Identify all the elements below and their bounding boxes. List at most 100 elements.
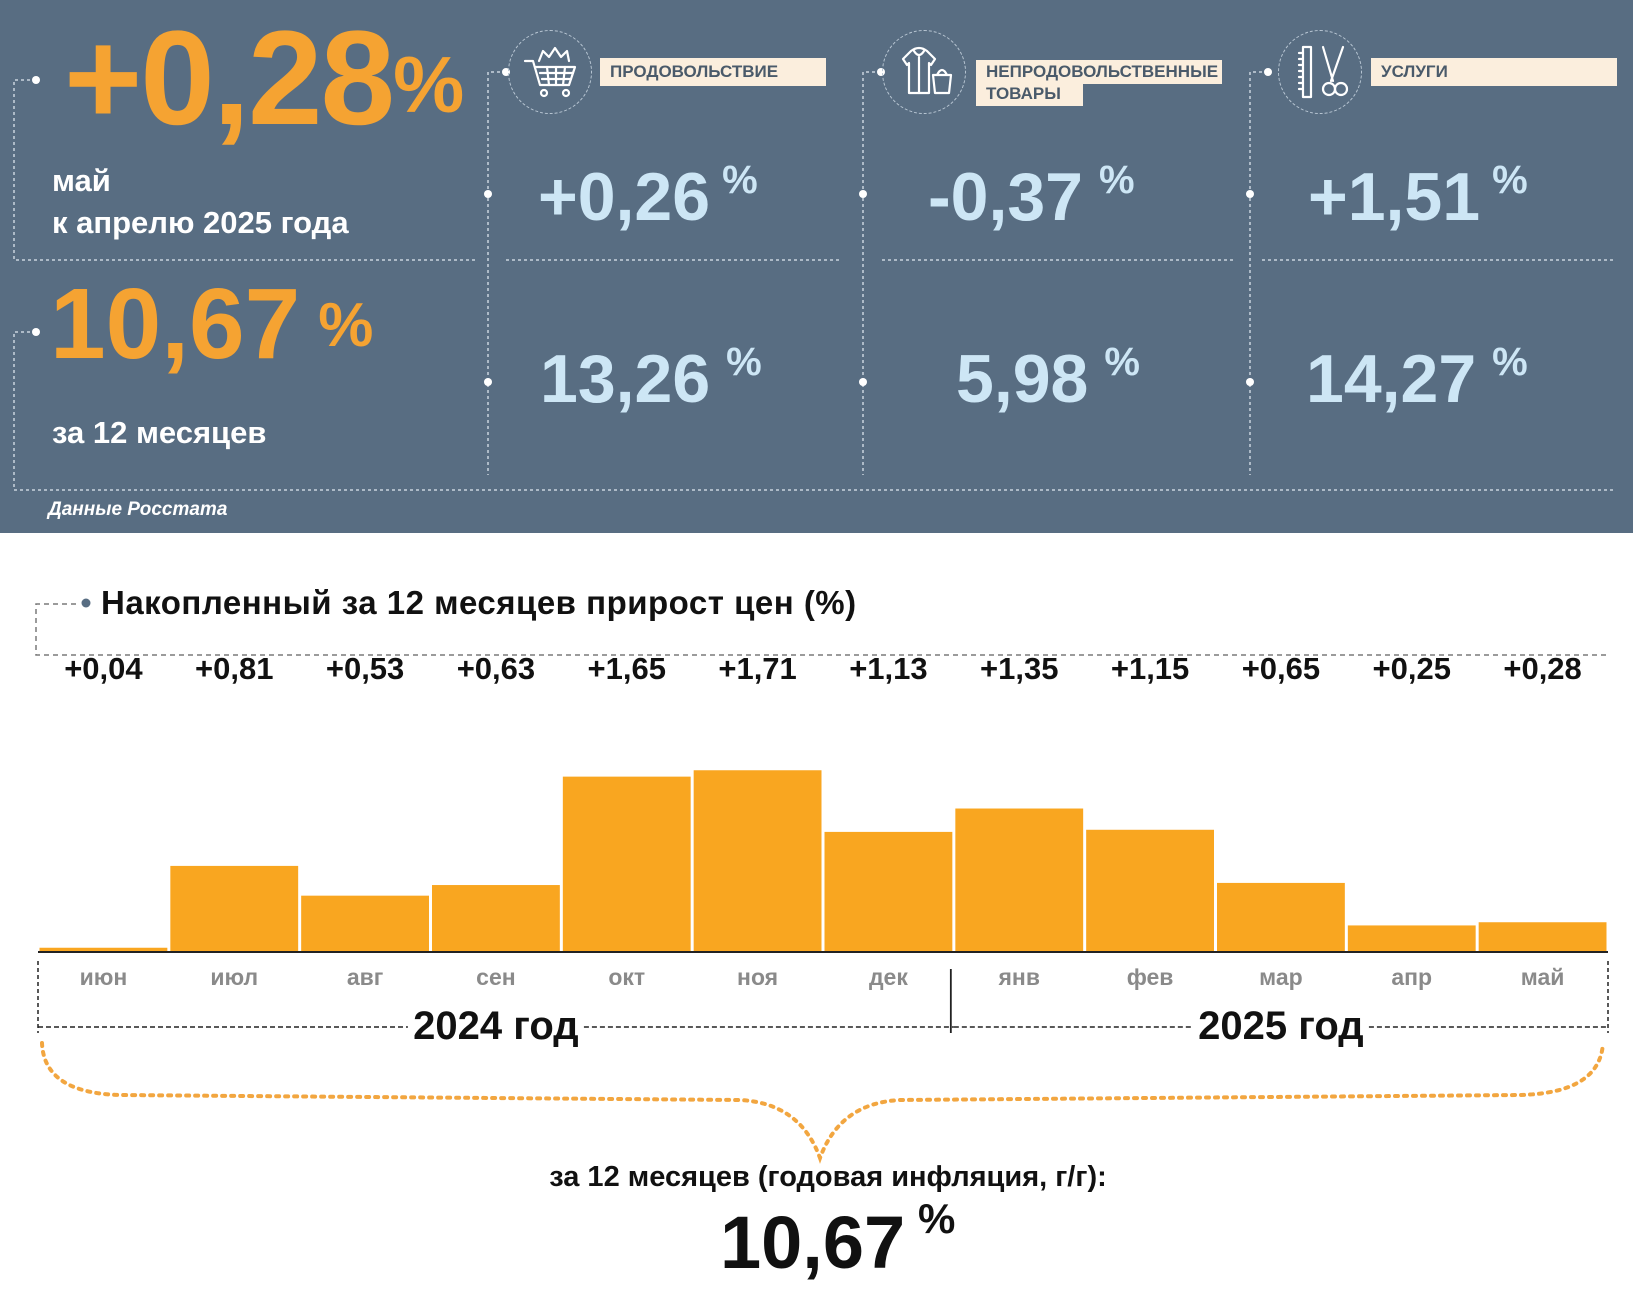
- bullet-dot: [859, 378, 867, 386]
- year-groups-layer: 2024 год 2025 год: [37, 961, 1609, 1048]
- summary-panel: +0,28% май к апрелю 2025 года 10,67% за …: [0, 0, 1633, 533]
- shopping-cart-icon: [523, 46, 577, 98]
- month-label: ноя: [737, 964, 778, 990]
- bullet-dot: [859, 190, 867, 198]
- monthly-caption-line2: к апрелю 2025 года: [52, 205, 349, 240]
- month-labels-layer: июн июл авг сен окт ноя дек янв фев мар апр май: [80, 964, 1565, 990]
- value-label: +1,15: [1111, 651, 1189, 686]
- month-label: мар: [1259, 964, 1303, 990]
- bullet-dot: [1246, 190, 1254, 198]
- nonfood-icon-circle: [882, 30, 966, 114]
- summary-value: 10,67: [720, 1201, 905, 1284]
- services-yearly-number: 14,27: [1306, 341, 1477, 417]
- yearly-caption: за 12 месяцев: [52, 415, 267, 450]
- nonfood-category-label: НЕПРОДОВОЛЬСТВЕННЫЕ ТОВАРЫ: [976, 58, 1226, 108]
- bullet-dot: [1246, 378, 1254, 386]
- services-monthly-unit: %: [1492, 158, 1528, 202]
- year-group-label: 2025 год: [1198, 1004, 1364, 1048]
- value-label: +1,71: [718, 651, 796, 686]
- yearly-value-number: 10,67: [50, 268, 301, 380]
- bullet-dot: [32, 328, 40, 336]
- food-monthly-number: +0,26: [538, 159, 711, 235]
- month-label: авг: [347, 964, 384, 990]
- bar-май: [1478, 922, 1607, 952]
- chart-title-dot: [81, 598, 91, 608]
- chart-title-connector: [35, 603, 1608, 656]
- services-monthly-value: +1,51%: [1308, 158, 1528, 236]
- source-note: Данные Росстата: [48, 499, 228, 520]
- services-monthly-number: +1,51: [1308, 159, 1481, 235]
- year-group-label: 2024 год: [413, 1004, 579, 1048]
- monthly-inflation-chart: Накопленный за 12 месяцев прирост цен (%…: [0, 533, 1633, 1285]
- month-label: май: [1521, 964, 1565, 990]
- month-label: окт: [608, 964, 645, 990]
- food-category-label: ПРОДОВОЛЬСТВИЕ: [600, 58, 826, 86]
- month-label: фев: [1127, 964, 1174, 990]
- summary-unit: %: [918, 1195, 955, 1242]
- monthly-inflation-value: +0,28%: [64, 12, 464, 146]
- bar-дек: [824, 831, 953, 952]
- nonfood-yearly-value: 5,98%: [956, 340, 1140, 418]
- value-label: +0,25: [1373, 651, 1451, 686]
- panel-connector-lines: [13, 71, 1615, 491]
- bar-июн: [39, 947, 168, 952]
- bullet-dot: [502, 68, 510, 76]
- food-icon-circle: [508, 30, 592, 114]
- bar-фев: [1086, 829, 1214, 952]
- month-label: июл: [210, 964, 258, 990]
- bar-июл: [170, 865, 299, 952]
- bullet-dot: [484, 378, 492, 386]
- nonfood-yearly-number: 5,98: [956, 341, 1089, 417]
- bar-апр: [1347, 925, 1476, 952]
- value-label: +0,28: [1503, 651, 1581, 686]
- nonfood-monthly-number: -0,37: [928, 159, 1083, 235]
- bar-ноя: [693, 770, 822, 952]
- yearly-value-unit: %: [318, 291, 374, 360]
- clothes-bag-icon: [901, 46, 953, 95]
- month-label: сен: [476, 964, 515, 990]
- services-yearly-unit: %: [1492, 340, 1528, 384]
- bullet-dot: [484, 190, 492, 198]
- nonfood-monthly-value: -0,37%: [928, 158, 1135, 236]
- nonfood-yearly-unit: %: [1104, 340, 1140, 384]
- month-label: июн: [80, 964, 128, 990]
- food-yearly-number: 13,26: [540, 341, 711, 417]
- food-monthly-value: +0,26%: [538, 158, 758, 236]
- value-label: +1,13: [849, 651, 927, 686]
- chart-svg: Накопленный за 12 месяцев прирост цен (%…: [35, 584, 1609, 1284]
- bars-layer: [38, 770, 1608, 953]
- month-label: янв: [998, 964, 1040, 990]
- summary-label: за 12 месяцев (годовая инфляция, г/г):: [549, 1161, 1107, 1193]
- value-label: +1,35: [980, 651, 1058, 686]
- monthly-value-number: +0,28: [64, 4, 395, 153]
- value-label: +0,04: [64, 651, 143, 686]
- nonfood-label-line1: НЕПРОДОВОЛЬСТВЕННЫЕ: [976, 60, 1223, 84]
- value-label: +0,63: [457, 651, 535, 686]
- value-labels-layer: +0,04 +0,81 +0,53 +0,63 +1,65 +1,71 +1,13 +1,35…: [64, 651, 1582, 686]
- value-label: +1,65: [588, 651, 666, 686]
- monthly-caption-line1: май: [52, 163, 111, 198]
- bar-мар: [1217, 882, 1345, 952]
- bar-авг: [301, 895, 429, 952]
- nonfood-monthly-unit: %: [1099, 158, 1135, 202]
- bullet-dot: [1264, 68, 1272, 76]
- month-label: апр: [1391, 964, 1432, 990]
- yearly-inflation-value: 10,67%: [50, 274, 373, 374]
- services-category-label: УСЛУГИ: [1371, 58, 1617, 86]
- bullet-dot: [877, 68, 885, 76]
- nonfood-label-line2: ТОВАРЫ: [976, 84, 1083, 106]
- food-yearly-unit: %: [726, 340, 762, 384]
- bar-сен: [432, 885, 560, 952]
- food-yearly-value: 13,26%: [540, 340, 762, 418]
- bullet-dot: [32, 76, 40, 84]
- services-icon-circle: [1278, 30, 1362, 114]
- services-yearly-value: 14,27%: [1306, 340, 1528, 418]
- chart-title: Накопленный за 12 месяцев прирост цен (%…: [101, 584, 857, 621]
- bar-окт: [562, 776, 691, 952]
- value-label: +0,65: [1242, 651, 1320, 686]
- bar-янв: [955, 808, 1084, 952]
- value-label: +0,81: [195, 651, 273, 686]
- food-monthly-unit: %: [722, 158, 758, 202]
- month-label: дек: [869, 964, 908, 990]
- value-label: +0,53: [326, 651, 404, 686]
